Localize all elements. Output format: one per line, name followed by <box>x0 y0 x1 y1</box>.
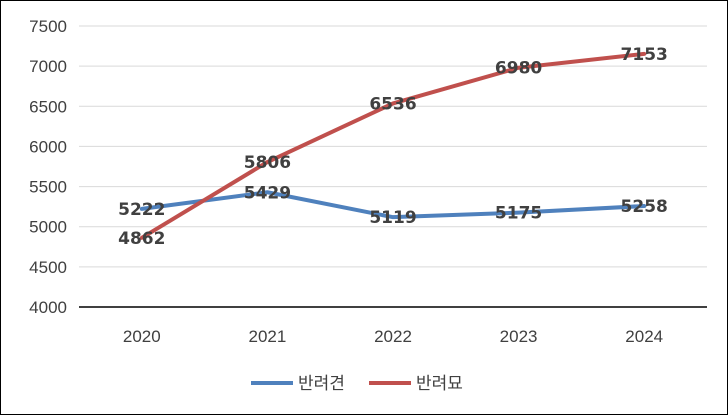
legend: 반려견 반려묘 <box>251 374 463 394</box>
y-tick-label: 4000 <box>29 298 67 317</box>
data-label: 5258 <box>621 197 668 217</box>
data-label: 4862 <box>118 229 165 249</box>
x-tick-label: 2023 <box>500 327 538 346</box>
data-labels: 5222 5429 5119 5175 5258 4862 5806 6536 6980 7153 <box>118 45 668 249</box>
data-label: 6980 <box>495 59 542 79</box>
data-label: 5222 <box>118 200 165 220</box>
series-line-1 <box>139 51 647 240</box>
legend-label: 반려견 <box>298 374 345 394</box>
gridlines <box>79 25 707 268</box>
legend-label: 반려묘 <box>416 374 463 394</box>
data-label: 5175 <box>495 204 542 224</box>
x-tick-label: 2022 <box>374 327 412 346</box>
x-tick-label: 2021 <box>248 327 286 346</box>
data-label: 5119 <box>369 208 416 228</box>
y-tick-label: 5000 <box>29 218 67 237</box>
data-label: 7153 <box>621 45 668 65</box>
y-tick-label: 7000 <box>29 57 67 76</box>
y-tick-label: 6000 <box>29 137 67 156</box>
x-axis-ticks: 2020 2021 2022 2023 2024 <box>123 327 663 346</box>
data-label: 5429 <box>244 183 291 203</box>
x-tick-label: 2020 <box>123 327 161 346</box>
y-tick-label: 5500 <box>29 178 67 197</box>
series-line-0 <box>139 190 647 220</box>
y-axis-ticks: 4000 4500 5000 5500 6000 6500 7000 7500 <box>29 17 67 317</box>
y-tick-label: 4500 <box>29 258 67 277</box>
data-label: 5806 <box>244 153 291 173</box>
x-tick-label: 2024 <box>625 327 663 346</box>
y-tick-label: 7500 <box>29 17 67 36</box>
series-lines <box>139 51 647 240</box>
data-label: 6536 <box>369 94 416 114</box>
y-tick-label: 6500 <box>29 97 67 116</box>
